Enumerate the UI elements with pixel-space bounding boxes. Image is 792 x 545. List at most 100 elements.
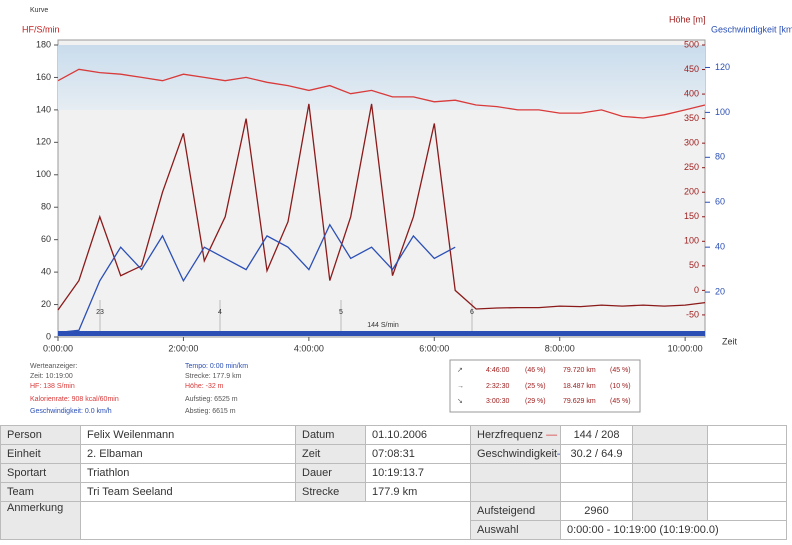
y2-tick-label: 0 [694, 285, 699, 295]
cell: 2. Elbaman [80, 444, 296, 464]
cell [632, 501, 708, 521]
cell [707, 501, 787, 521]
y2-tick-label: 350 [684, 113, 699, 123]
cell: 0:00:00 - 10:19:00 (10:19:00.0) [560, 520, 787, 540]
summary-text: (29 %) [525, 398, 546, 405]
cell: Person [0, 425, 81, 445]
y3-tick-label: 20 [715, 286, 725, 296]
y2-label: Höhe [m] [669, 14, 706, 24]
x-tick-label: 6:00:00 [419, 343, 449, 353]
legend-swatch: — [546, 429, 558, 441]
cell [632, 425, 708, 445]
lap-label: 6 [470, 309, 474, 316]
zone-shade [58, 45, 705, 110]
y2-tick-label: 250 [684, 162, 699, 172]
y3-tick-label: 100 [715, 107, 730, 117]
x-tick-label: 4:00:00 [294, 343, 324, 353]
summary-text: (10 %) [610, 383, 631, 390]
cell: Anmerkung [0, 501, 81, 540]
cell: Aufsteigend [470, 501, 561, 521]
series-line [57, 103, 706, 311]
cell: Team [0, 482, 81, 502]
cell: 07:08:31 [365, 444, 471, 464]
info-text: Tempo: 0:00 min/km [185, 363, 248, 370]
cell: Geschwindigkeit— [470, 444, 561, 464]
cell [560, 463, 633, 483]
summary-text: 3:00:30 [486, 398, 509, 405]
cell-text: Geschwindigkeit [477, 448, 558, 460]
series-line [57, 223, 456, 334]
cell [80, 501, 471, 540]
summary-text: (46 %) [525, 367, 546, 374]
y2-tick-label: 500 [684, 39, 699, 49]
cell: Auswahl [470, 520, 561, 540]
summary-text: → [457, 383, 464, 390]
info-text: Geschwindigkeit: 0.0 km/h [30, 408, 112, 415]
cell [632, 482, 708, 502]
cell [470, 463, 561, 483]
y-tick-label: 60 [41, 234, 51, 244]
cell: 144 / 208 [560, 425, 633, 445]
y2-tick-label: 150 [684, 211, 699, 221]
row: Team Tri Team Seeland Strecke 177.9 km [0, 482, 787, 502]
summary-text: ↗ [457, 367, 463, 374]
info-text: Werteanzeiger: [30, 363, 77, 370]
y3-tick-label: 60 [715, 197, 725, 207]
y2-tick-label: 100 [684, 236, 699, 246]
y-tick-label: 120 [36, 137, 51, 147]
summary-text: (45 %) [610, 398, 631, 405]
cell: 10:19:13.7 [365, 463, 471, 483]
x-label: Zeit [722, 336, 738, 346]
summary-text: 79.629 km [563, 398, 596, 405]
summary-text: 79.720 km [563, 367, 596, 374]
cell: Herzfrequenz — [470, 425, 561, 445]
cell [632, 463, 708, 483]
cell: Dauer [295, 463, 366, 483]
y3-tick-label: 80 [715, 152, 725, 162]
cell: 177.9 km [365, 482, 471, 502]
selection-bar [58, 331, 705, 336]
x-tick-label: 10:00:00 [668, 343, 703, 353]
chart: Kurve HF/S/min Höhe [m] Geschwindigkeit … [22, 7, 792, 415]
summary-text: 4:46:00 [486, 367, 509, 374]
y3-tick-label: 120 [715, 62, 730, 72]
cell: Strecke [295, 482, 366, 502]
cell: Einheit [0, 444, 81, 464]
bar-label: 144 S/min [367, 322, 399, 329]
y-tick-label: 40 [41, 266, 51, 276]
row: Auswahl 0:00:00 - 10:19:00 (10:19:00.0) [1, 520, 787, 540]
x-tick-label: 8:00:00 [545, 343, 575, 353]
row: Person Felix Weilenmann Datum 01.10.2006… [0, 425, 787, 445]
summary-box [449, 359, 641, 413]
cell: Tri Team Seeland [80, 482, 296, 502]
lap-label: 23 [96, 309, 104, 316]
cell: Triathlon [80, 463, 296, 483]
y-tick-label: 80 [41, 202, 51, 212]
cell [707, 444, 787, 464]
y-tick-label: 20 [41, 299, 51, 309]
y-tick-label: 0 [46, 331, 51, 341]
y-label: HF/S/min [22, 24, 60, 34]
legend-swatch: — [557, 448, 559, 460]
row: Sportart Triathlon Dauer 10:19:13.7 [0, 463, 787, 483]
info-table: Person Felix Weilenmann Datum 01.10.2006… [0, 425, 787, 540]
y2-tick-label: -50 [686, 309, 699, 319]
info-text: Abstieg: 6615 m [185, 408, 236, 415]
info-text: Höhe: -32 m [185, 383, 224, 390]
info-text: Kalorienrate: 908 kcal/60min [30, 396, 119, 403]
y2-tick-label: 400 [684, 88, 699, 98]
cell: 30.2 / 64.9 [560, 444, 633, 464]
series-line [57, 68, 706, 119]
y2-tick-label: 450 [684, 64, 699, 74]
cell-text: Herzfrequenz [477, 429, 544, 441]
lap-label: 4 [218, 309, 222, 316]
cell [707, 463, 787, 483]
y3-tick-label: 40 [715, 242, 725, 252]
summary-text: 2:32:30 [486, 383, 509, 390]
lap-label: 5 [339, 309, 343, 316]
info-text: HF: 138 S/min [30, 383, 75, 390]
y3-label: Geschwindigkeit [km [711, 24, 792, 34]
cell: Zeit [295, 444, 366, 464]
x-tick-label: 0:00:00 [43, 343, 73, 353]
